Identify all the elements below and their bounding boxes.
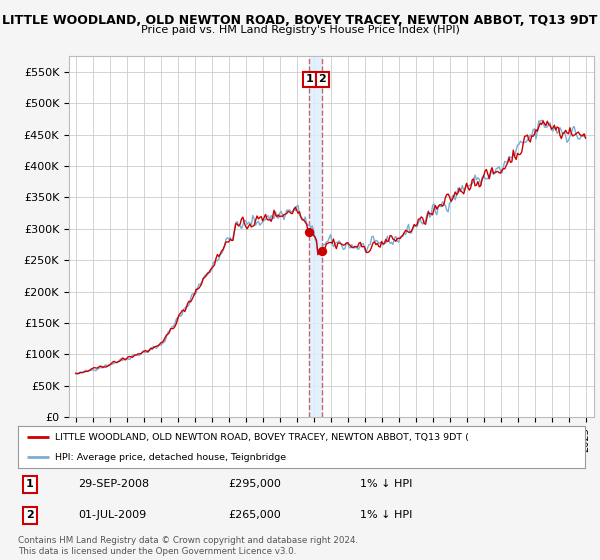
Bar <box>310 56 322 417</box>
Text: £295,000: £295,000 <box>228 479 281 489</box>
Point <box>317 246 327 255</box>
Text: Price paid vs. HM Land Registry's House Price Index (HPI): Price paid vs. HM Land Registry's House … <box>140 25 460 35</box>
Point <box>305 227 314 236</box>
Text: 01-JUL-2009: 01-JUL-2009 <box>78 510 146 520</box>
Text: 2: 2 <box>26 510 34 520</box>
Text: LITTLE WOODLAND, OLD NEWTON ROAD, BOVEY TRACEY, NEWTON ABBOT, TQ13 9DT (: LITTLE WOODLAND, OLD NEWTON ROAD, BOVEY … <box>55 433 469 442</box>
Text: 1: 1 <box>305 74 313 85</box>
Text: Contains HM Land Registry data © Crown copyright and database right 2024.
This d: Contains HM Land Registry data © Crown c… <box>18 536 358 556</box>
Text: HPI: Average price, detached house, Teignbridge: HPI: Average price, detached house, Teig… <box>55 452 286 461</box>
Text: 29-SEP-2008: 29-SEP-2008 <box>78 479 149 489</box>
Text: 1: 1 <box>26 479 34 489</box>
Text: LITTLE WOODLAND, OLD NEWTON ROAD, BOVEY TRACEY, NEWTON ABBOT, TQ13 9DT: LITTLE WOODLAND, OLD NEWTON ROAD, BOVEY … <box>2 14 598 27</box>
Text: 1% ↓ HPI: 1% ↓ HPI <box>360 479 412 489</box>
Text: £265,000: £265,000 <box>228 510 281 520</box>
Text: 1% ↓ HPI: 1% ↓ HPI <box>360 510 412 520</box>
Text: 2: 2 <box>318 74 326 85</box>
